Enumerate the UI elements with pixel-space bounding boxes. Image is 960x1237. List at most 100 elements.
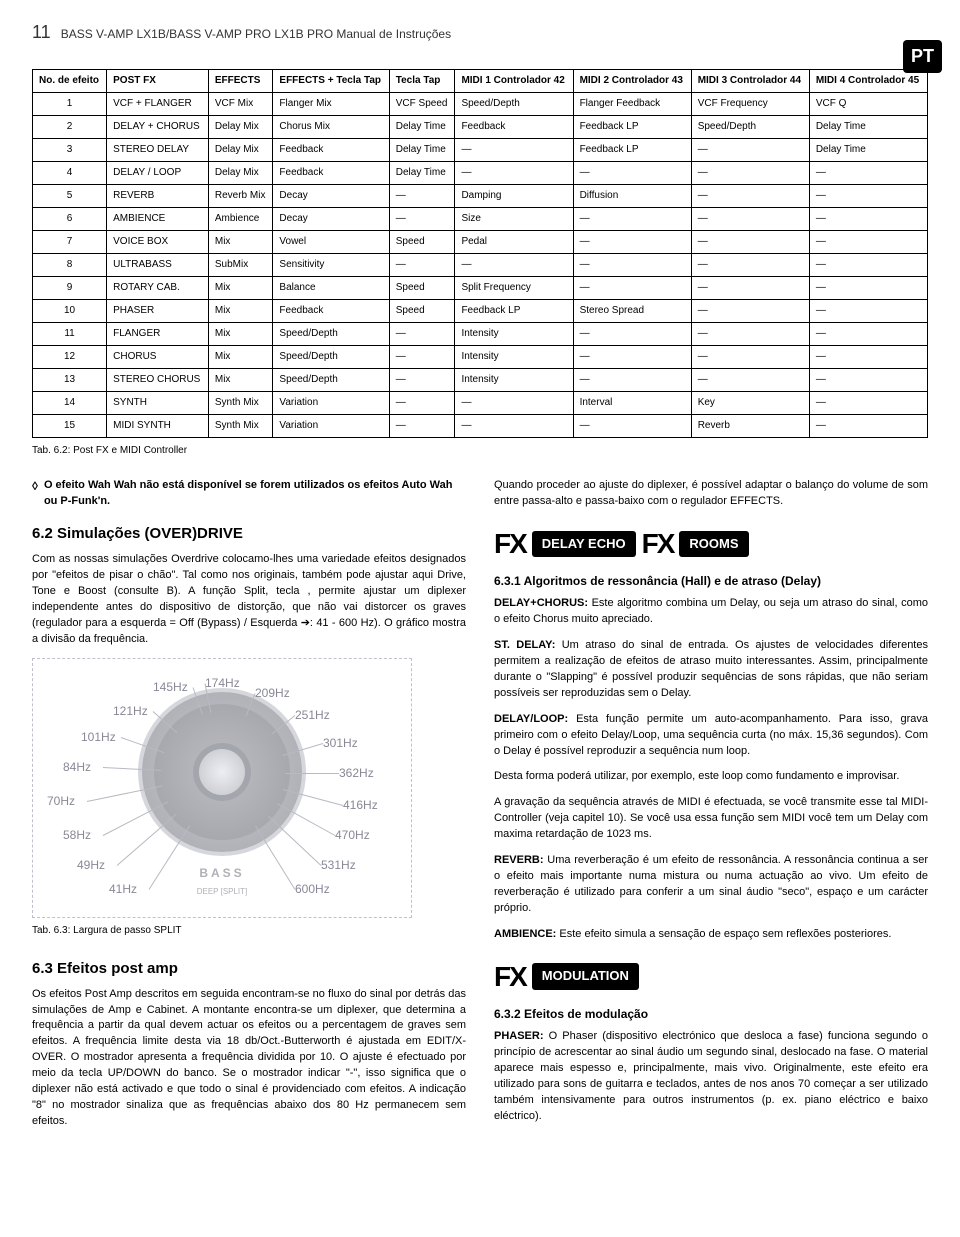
lead-st-delay: ST. DELAY: — [494, 639, 555, 651]
hz-label: 121Hz — [113, 703, 148, 720]
table-cell: Reverb — [691, 415, 809, 438]
table-row: 6AMBIENCEAmbienceDecay—Size——— — [33, 208, 928, 231]
table-cell: — — [691, 346, 809, 369]
table-header-cell: MIDI 3 Controlador 44 — [691, 70, 809, 93]
hz-label: 174Hz — [205, 675, 240, 692]
table-cell: Intensity — [455, 346, 573, 369]
table-cell: — — [573, 323, 691, 346]
table-cell: — — [455, 392, 573, 415]
table-cell: Speed/Depth — [273, 346, 389, 369]
split-dial-diagram: 145Hz121Hz101Hz84Hz70Hz58Hz49Hz41Hz174Hz… — [32, 658, 412, 918]
hz-label: 600Hz — [295, 881, 330, 898]
hz-label: 70Hz — [47, 793, 75, 810]
table-cell: Mix — [208, 346, 273, 369]
table-cell: — — [389, 369, 455, 392]
table-cell: — — [809, 208, 927, 231]
table-cell: — — [691, 185, 809, 208]
table-row: 10PHASERMixFeedbackSpeedFeedback LPStere… — [33, 300, 928, 323]
table-cell: — — [455, 254, 573, 277]
para-phaser: PHASER: O Phaser (dispositivo electrónic… — [494, 1029, 928, 1125]
table-cell: 7 — [33, 231, 107, 254]
table-cell: — — [573, 277, 691, 300]
page-header: 11 BASS V-AMP LX1B/BASS V-AMP PRO LX1B P… — [32, 20, 928, 45]
table-cell: Ambience — [208, 208, 273, 231]
text-st-delay: Um atraso do sinal de entrada. Os ajuste… — [494, 639, 928, 699]
table-cell: Speed — [389, 277, 455, 300]
table-cell: — — [573, 208, 691, 231]
table-cell: — — [691, 369, 809, 392]
table-cell: Synth Mix — [208, 392, 273, 415]
table-cell: — — [389, 323, 455, 346]
table-cell: STEREO DELAY — [107, 139, 209, 162]
table-header-cell: MIDI 1 Controlador 42 — [455, 70, 573, 93]
table-cell: AMBIENCE — [107, 208, 209, 231]
para-st-delay: ST. DELAY: Um atraso do sinal de entrada… — [494, 638, 928, 702]
table-cell: Mix — [208, 300, 273, 323]
hz-label: 101Hz — [81, 729, 116, 746]
table-cell: Interval — [573, 392, 691, 415]
table-header-cell: EFFECTS + Tecla Tap — [273, 70, 389, 93]
hz-label: 531Hz — [321, 857, 356, 874]
dial-knob — [142, 692, 302, 852]
note-text: O efeito Wah Wah não está disponível se … — [44, 478, 466, 509]
postfx-midi-table: No. de efeitoPOST FXEFFECTSEFFECTS + Tec… — [32, 69, 928, 438]
table-row: 2DELAY + CHORUSDelay MixChorus MixDelay … — [33, 116, 928, 139]
table-cell: VCF Q — [809, 93, 927, 116]
table-cell: — — [691, 323, 809, 346]
hz-label: 470Hz — [335, 827, 370, 844]
table-cell: — — [389, 392, 455, 415]
fx-logo-3: FX — [494, 957, 526, 996]
table-cell: — — [455, 162, 573, 185]
table-cell: 12 — [33, 346, 107, 369]
table-row: 9ROTARY CAB.MixBalanceSpeedSplit Frequen… — [33, 277, 928, 300]
table-cell: — — [389, 254, 455, 277]
page-number: 11 — [32, 20, 51, 45]
table-cell: Chorus Mix — [273, 116, 389, 139]
table-cell: — — [573, 162, 691, 185]
para-delay-chorus: DELAY+CHORUS: Este algoritmo combina um … — [494, 596, 928, 628]
table-cell: Speed — [389, 231, 455, 254]
table-cell: — — [809, 231, 927, 254]
hz-label: 58Hz — [63, 827, 91, 844]
fx-logo-1: FX — [494, 524, 526, 563]
table-cell: Mix — [208, 323, 273, 346]
table-cell: 5 — [33, 185, 107, 208]
table-cell: 9 — [33, 277, 107, 300]
table-cell: DELAY / LOOP — [107, 162, 209, 185]
table-cell: Intensity — [455, 323, 573, 346]
fx-box-delay-echo: DELAY ECHO — [532, 531, 636, 557]
table-cell: Stereo Spread — [573, 300, 691, 323]
table-cell: VCF Frequency — [691, 93, 809, 116]
hz-label: 362Hz — [339, 765, 374, 782]
table-cell: 11 — [33, 323, 107, 346]
lead-delay-loop: DELAY/LOOP: — [494, 713, 568, 725]
table-cell: 1 — [33, 93, 107, 116]
para-diplexer: Quando proceder ao ajuste do diplexer, é… — [494, 478, 928, 510]
table-cell: Split Frequency — [455, 277, 573, 300]
table-cell: — — [389, 346, 455, 369]
table-header-cell: MIDI 2 Controlador 43 — [573, 70, 691, 93]
table-cell: — — [691, 208, 809, 231]
table-cell: ULTRABASS — [107, 254, 209, 277]
table-cell: Feedback — [273, 139, 389, 162]
hz-connector-line — [285, 773, 339, 774]
table-cell: VCF + FLANGER — [107, 93, 209, 116]
right-column: Quando proceder ao ajuste do diplexer, é… — [494, 478, 928, 1140]
dial-bass-label: BASS — [199, 865, 244, 882]
fx-modulation-row: FX MODULATION — [494, 957, 928, 996]
table-cell: VCF Mix — [208, 93, 273, 116]
hz-label: 145Hz — [153, 679, 188, 696]
table-cell: — — [809, 323, 927, 346]
table-cell: MIDI SYNTH — [107, 415, 209, 438]
table-cell: — — [809, 254, 927, 277]
table-cell: Delay Mix — [208, 116, 273, 139]
hz-label: 41Hz — [109, 881, 137, 898]
table-cell: — — [573, 346, 691, 369]
table-cell: Reverb Mix — [208, 185, 273, 208]
text-ambience: Este efeito simula a sensação de espaço … — [556, 928, 891, 940]
table-cell: Feedback — [455, 116, 573, 139]
table-row: 4DELAY / LOOPDelay MixFeedbackDelay Time… — [33, 162, 928, 185]
fx-delay-rooms-row: FX DELAY ECHO FX ROOMS — [494, 524, 928, 563]
table-cell: — — [691, 139, 809, 162]
table-cell: Delay Time — [809, 139, 927, 162]
